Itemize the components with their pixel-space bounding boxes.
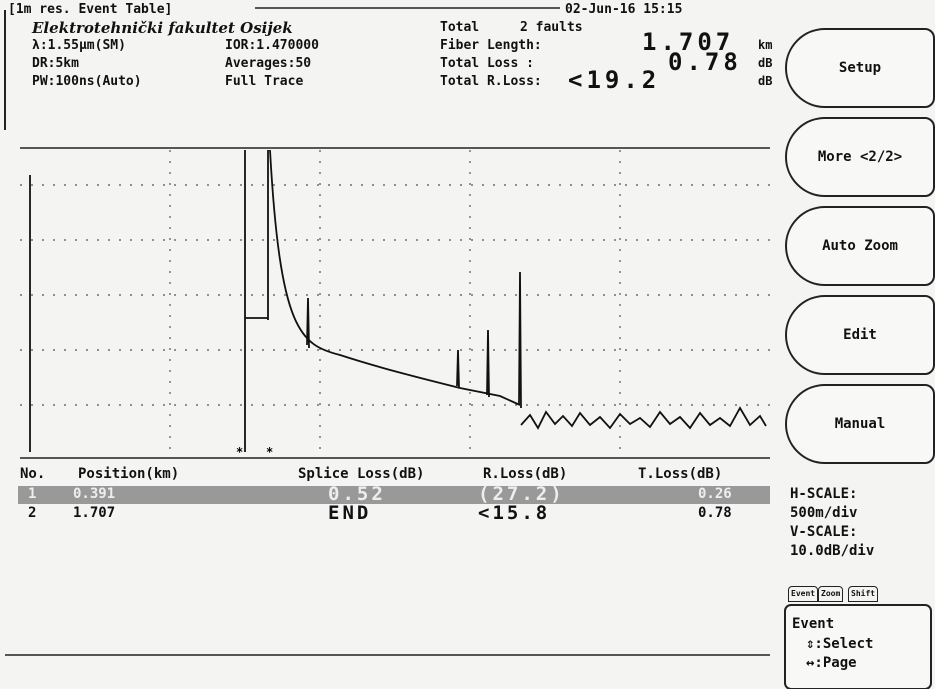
fiber-length-label: Fiber Length: [440,38,542,53]
tab[interactable]: Event [788,586,818,602]
v-scale-value: 10.0dB/div [790,543,874,559]
total-rloss-label: Total R.Loss: [440,74,542,89]
table-header: No. Position(km) Splice Loss(dB) R.Loss(… [18,466,770,484]
help-title: Event [792,616,834,632]
table-row[interactable]: 2 1.707 END <15.8 0.78 [18,505,770,523]
column-header: Position(km) [78,466,179,482]
table-cell: 1.707 [73,505,115,521]
table-cell: 2 [28,505,36,521]
table-cell: 1 [28,486,36,502]
softkey[interactable]: Edit [785,295,935,375]
total-rloss-unit: dB [758,74,772,88]
otdr-screen: * * [1m res. Event Table] 02-Jun-16 15:15… [0,0,935,689]
trace [30,150,766,452]
wavelength: λ:1.55μm(SM) [32,38,126,53]
title: [1m res. Event Table] [8,2,172,17]
svg-text:*: * [236,445,243,459]
organization: Elektrotehnički fakultet Osijek [32,19,293,37]
total-rloss: <19.2 [568,66,660,94]
total-loss-label: Total Loss : [440,56,534,71]
column-header: No. [20,466,45,482]
tab[interactable]: Zoom [818,586,843,602]
table-cell: <15.8 [478,502,550,524]
total-loss: 0.78 [668,48,742,76]
range: DR:5km [32,56,79,71]
help-select: ⇕:Select [806,636,873,652]
datetime: 02-Jun-16 15:15 [565,2,682,17]
tab[interactable]: Shift [848,586,878,602]
averages: Averages:50 [225,56,311,71]
softkey[interactable]: Auto Zoom [785,206,935,286]
pulse: PW:100ns(Auto) [32,74,142,89]
total-label: Total [440,20,479,35]
svg-text:*: * [266,445,273,459]
ior: IOR:1.470000 [225,38,319,53]
column-header: R.Loss(dB) [483,466,567,482]
help-page: ↔:Page [806,655,857,671]
total-loss-unit: dB [758,56,772,70]
column-header: T.Loss(dB) [638,466,722,482]
h-scale-label: H-SCALE: [790,486,857,502]
softkey[interactable]: Setup [785,28,935,108]
softkey[interactable]: More <2/2> [785,117,935,197]
h-scale-value: 500m/div [790,505,857,521]
softkey[interactable]: Manual [785,384,935,464]
table-cell: 0.391 [73,486,115,502]
v-scale-label: V-SCALE: [790,524,857,540]
table-cell: 0.78 [698,505,732,521]
total-value: 2 faults [520,20,583,35]
fiber-length-unit: km [758,38,772,52]
table-cell: 0.26 [698,486,732,502]
trace-mode: Full Trace [225,74,303,89]
table-cell: END [328,502,371,524]
column-header: Splice Loss(dB) [298,466,424,482]
